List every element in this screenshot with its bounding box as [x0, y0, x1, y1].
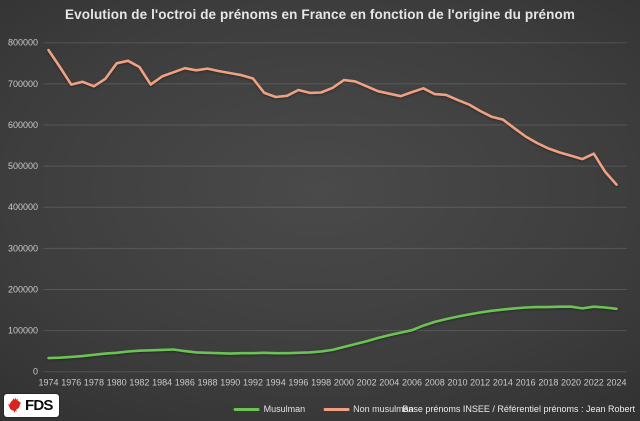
x-tick-label: 2020: [561, 378, 581, 388]
y-tick-label: 200000: [8, 284, 38, 294]
series-line-musulman: [47, 305, 618, 360]
x-tick-label: 1978: [84, 378, 104, 388]
x-tick-label: 1998: [311, 378, 331, 388]
x-tick-label: 2016: [516, 378, 536, 388]
fds-logo: FDS: [4, 394, 59, 417]
x-tick-label: 1974: [38, 378, 58, 388]
y-tick-label: 600000: [8, 120, 38, 130]
non-musulman-line-swatch: [323, 407, 350, 411]
gridlines: [43, 42, 627, 373]
x-tick-label: 2004: [379, 378, 399, 388]
y-axis-labels: 0 100000 200000 300000 400000 500000 600000 700…: [8, 38, 38, 377]
x-tick-label: 1992: [243, 378, 263, 388]
legend-item-non-musulman: Non musulman: [323, 404, 414, 414]
x-tick-label: 2008: [425, 378, 445, 388]
legend-label-non-musulman: Non musulman: [353, 404, 414, 414]
series-line-non-musulman: [47, 48, 618, 186]
x-tick-label: 2012: [470, 378, 490, 388]
x-tick-label: 2000: [334, 378, 354, 388]
y-tick-label: 500000: [8, 161, 38, 171]
x-tick-label: 2006: [402, 378, 422, 388]
x-tick-label: 1986: [175, 378, 195, 388]
y-tick-label: 800000: [8, 38, 38, 48]
y-tick-label: 400000: [8, 202, 38, 212]
x-tick-label: 2010: [447, 378, 467, 388]
x-tick-label: 1984: [152, 378, 172, 388]
x-tick-label: 1976: [61, 378, 81, 388]
x-tick-label: 1988: [198, 378, 218, 388]
musulman-line-swatch: [233, 407, 260, 411]
logo-text: FDS: [25, 397, 53, 414]
series-lines: [47, 48, 618, 360]
x-axis-labels: 1974 1976 1978 1980 1982 1984 1986 1988 1990 1992…: [38, 378, 626, 388]
x-tick-label: 2022: [584, 378, 604, 388]
legend-label-musulman: Musulman: [263, 404, 306, 414]
x-tick-label: 2014: [493, 378, 513, 388]
attribution-text: Base prénoms INSEE / Référentiel prénoms…: [402, 404, 635, 414]
x-tick-label: 2002: [357, 378, 377, 388]
legend: Musulman Non musulman: [233, 404, 414, 414]
x-tick-label: 1982: [129, 378, 149, 388]
y-tick-label: 700000: [8, 79, 38, 89]
x-tick-label: 1990: [220, 378, 240, 388]
x-tick-label: 1996: [288, 378, 308, 388]
y-tick-label: 0: [33, 367, 38, 377]
legend-item-musulman: Musulman: [233, 404, 306, 414]
x-tick-label: 2024: [606, 378, 626, 388]
x-tick-label: 1980: [107, 378, 127, 388]
rooster-icon: [7, 397, 22, 413]
y-tick-label: 100000: [8, 326, 38, 336]
x-tick-label: 1994: [266, 378, 286, 388]
x-tick-label: 2018: [538, 378, 558, 388]
chart-title: Evolution de l'octroi de prénoms en Fran…: [65, 7, 575, 22]
y-tick-label: 300000: [8, 243, 38, 253]
